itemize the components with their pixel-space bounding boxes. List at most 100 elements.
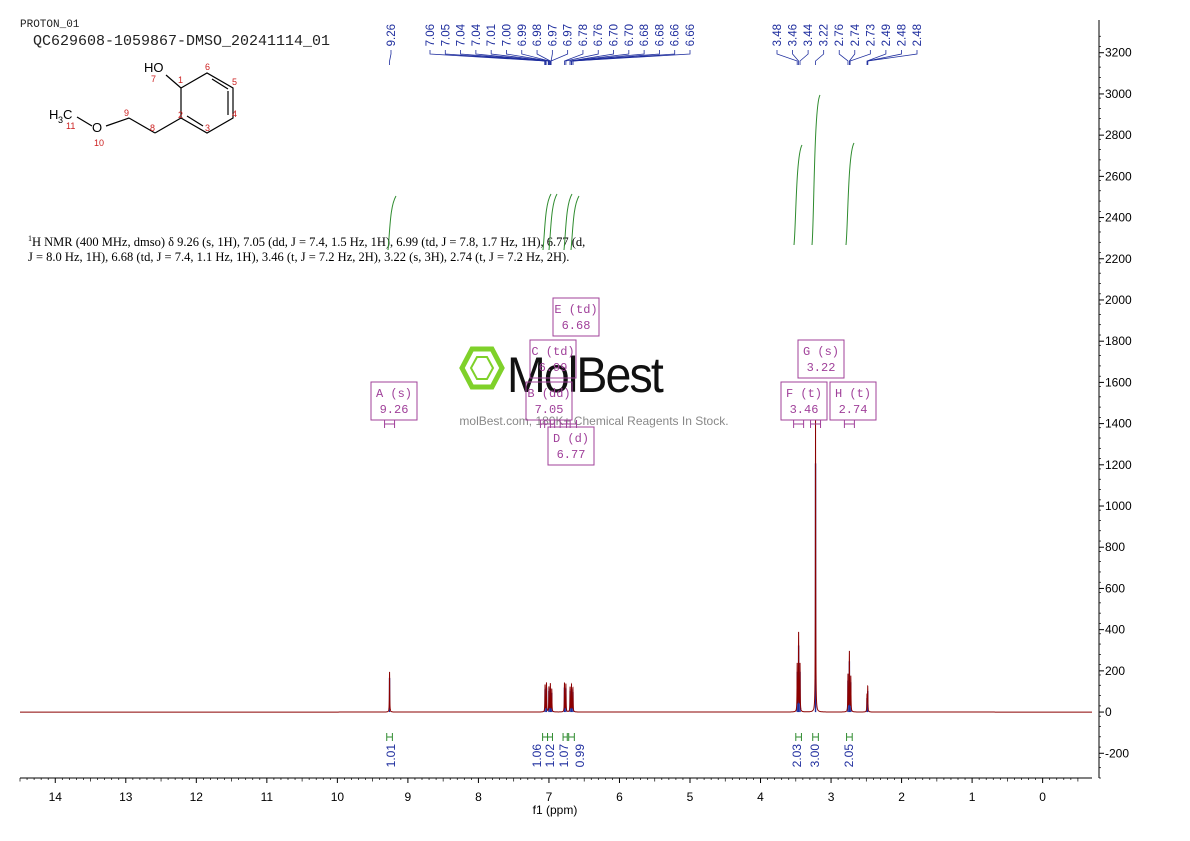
atom-num-11: 11: [66, 121, 75, 131]
x-tick-label: 4: [757, 790, 764, 804]
peak-label: 3.22: [819, 24, 831, 46]
x-tick-label: 6: [616, 790, 623, 804]
peak-label-connector: [572, 50, 691, 65]
watermark-brand: MolBest: [507, 347, 664, 403]
atom-num-8: 8: [150, 123, 155, 133]
multiplet-shift: 6.77: [557, 448, 586, 462]
multiplet-name: F (t): [786, 387, 822, 401]
multiplet-box: A (s) 9.26: [370, 381, 418, 428]
x-tick-label: 13: [119, 790, 133, 804]
peak-label: 2.48: [896, 24, 908, 46]
peak-label-connector: [506, 50, 550, 65]
multiplet-box: B (dd) 7.05: [525, 381, 573, 428]
peak-label: 6.98: [532, 24, 544, 46]
bond-oh: [165, 74, 182, 89]
bond-c9-o: [105, 117, 130, 127]
x-tick-label: 7: [546, 790, 553, 804]
y-tick-label: 2200: [1105, 252, 1132, 266]
peak-label-connector: [838, 50, 849, 65]
peak-label-connector: [569, 50, 630, 65]
peak-label-connector: [815, 50, 825, 65]
integral-value: 1.01: [384, 744, 398, 768]
integral-value: 1.02: [543, 744, 557, 768]
integral-value: 1.07: [557, 744, 571, 768]
nmr-description-text: H NMR (400 MHz, dmso) δ 9.26 (s, 1H), 7.…: [28, 235, 586, 265]
peak-label: 9.26: [386, 24, 398, 46]
peak-label-connector: [536, 50, 551, 65]
integral-curve: [563, 193, 573, 251]
peak-label-connector: [521, 50, 551, 65]
peak-label-connector: [460, 50, 547, 65]
y-tick-label: 2400: [1105, 211, 1132, 225]
multiplet-box: E (td) 6.68: [552, 297, 600, 428]
peak-label-connector: [550, 50, 569, 65]
multiplet-name: E (td): [554, 303, 597, 317]
x-tick-label: 12: [190, 790, 204, 804]
y-tick-label: 800: [1105, 540, 1125, 554]
peak-label: 7.06: [425, 24, 437, 46]
peak-label-connector: [429, 50, 546, 65]
x-tick-label: 10: [331, 790, 345, 804]
y-tick-label: 200: [1105, 664, 1125, 678]
peak-label-connector: [571, 50, 660, 65]
atom-num-9: 9: [124, 108, 129, 118]
bond-c8-c9: [128, 117, 156, 134]
integral-curve: [793, 144, 803, 246]
sample-id: QC629608-1059867-DMSO_20241114_01: [33, 33, 331, 50]
peak-label: 6.78: [578, 24, 590, 46]
peak-label: 6.70: [609, 24, 621, 46]
peak-label: 6.70: [624, 24, 636, 46]
watermark-logo-icon: [459, 346, 505, 390]
x-tick-label: 2: [898, 790, 905, 804]
multiplet-box-frame: [370, 381, 418, 421]
atom-methyl-sub: 3: [58, 115, 63, 125]
atom-num-6: 6: [205, 62, 210, 72]
y-tick-label: -200: [1105, 746, 1129, 760]
peak-label: 2.74: [850, 23, 862, 46]
peak-label: 7.00: [501, 24, 513, 46]
multiplet-box-frame: [829, 381, 877, 421]
multiplet-shift: 9.26: [380, 403, 409, 417]
bond-o-c11: [76, 116, 93, 127]
atom-ho: HO: [144, 60, 164, 75]
multiplet-box: F (t) 3.46: [780, 381, 828, 428]
integral-values: 1.01 1.06 1.02 1.07 0.99 2.03 3.00 2.05: [384, 733, 856, 767]
peak-label: 7.04: [456, 23, 468, 46]
y-tick-label: 1200: [1105, 458, 1132, 472]
multiplet-box: C (td) 6.99: [529, 339, 577, 428]
multiplet-shift: 6.99: [539, 361, 568, 375]
multiplet-box-frame: [547, 426, 595, 466]
multiplet-box: G (s) 3.22: [797, 339, 845, 428]
y-tick-label: 2000: [1105, 293, 1132, 307]
multiplet-name: A (s): [376, 387, 412, 401]
multiplet-box-frame: [525, 381, 573, 421]
spectrum-trace: [20, 419, 1092, 713]
nucleus-superscript: 1: [28, 234, 32, 243]
axes: 14 13 12 11 10 9 8 7 6 5 4 3 2 1 0f1 (ppm)320030002800…: [19, 20, 1132, 817]
peak-label-connector: [867, 50, 918, 65]
y-tick-label: 400: [1105, 623, 1125, 637]
multiplet-box: D (d) 6.77: [547, 420, 595, 466]
atom-num-2: 2: [178, 110, 183, 120]
integral-curve: [811, 94, 821, 246]
peak-label: 3.44: [803, 23, 815, 46]
multiplet-box-frame: [797, 339, 845, 379]
y-tick-label: 3000: [1105, 87, 1132, 101]
y-tick-label: 1600: [1105, 375, 1132, 389]
y-tick-label: 0: [1105, 705, 1112, 719]
multiplet-box-frame: [552, 297, 600, 337]
atom-methyl-h: H: [49, 107, 58, 122]
peak-label: 6.66: [670, 24, 682, 46]
ring-double-bond-3: [186, 115, 204, 127]
peak-label: 7.04: [471, 23, 483, 46]
x-axis-label: f1 (ppm): [533, 803, 578, 817]
atom-methyl-c: C: [63, 107, 72, 122]
y-tick-label: 1000: [1105, 499, 1132, 513]
multiplet-name: B (dd): [527, 387, 570, 401]
peak-label-connector: [848, 50, 856, 65]
multiplet-shift: 3.22: [807, 361, 836, 375]
peak-label-connector: [490, 50, 549, 65]
integral-value: 0.99: [573, 744, 587, 768]
multiplet-box-frame: [529, 339, 577, 379]
molecule-structure: [76, 72, 234, 134]
